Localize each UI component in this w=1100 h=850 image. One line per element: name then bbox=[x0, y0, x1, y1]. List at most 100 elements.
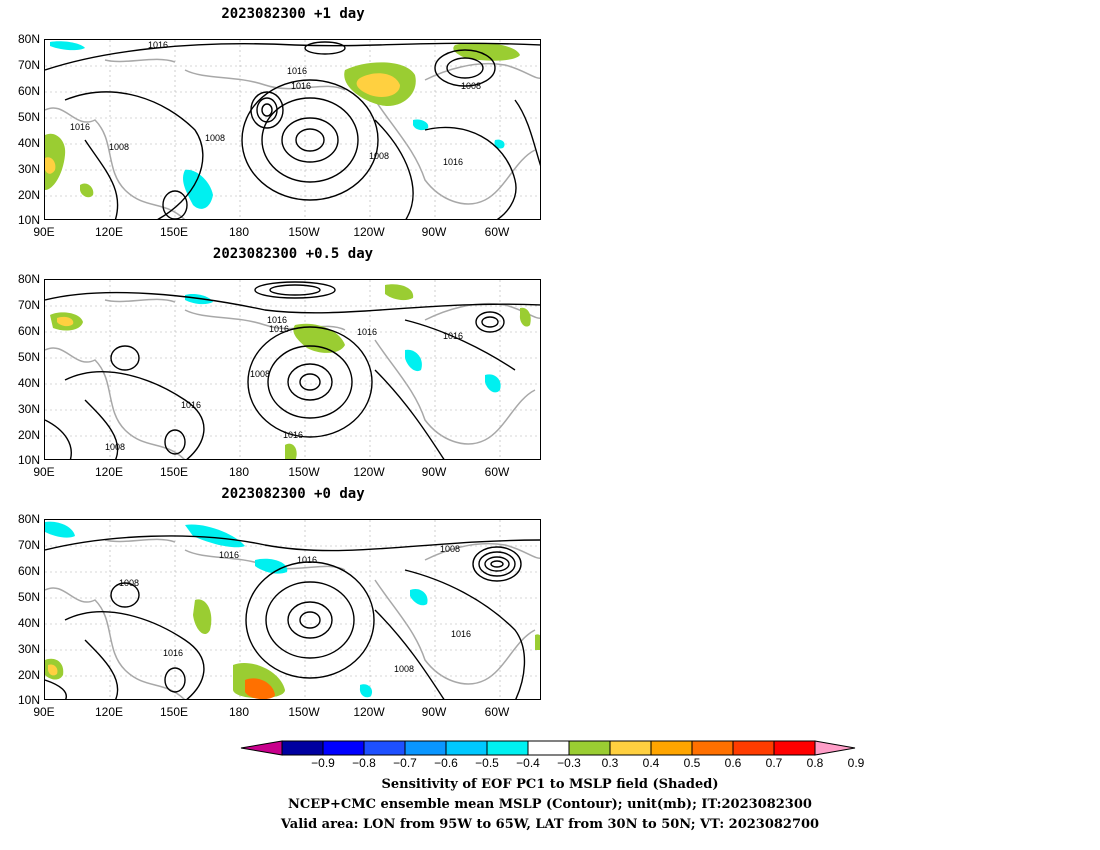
contour-label: 1016 bbox=[357, 327, 377, 337]
contour-label: 1016 bbox=[181, 400, 201, 410]
colorbar-tick-label: −0.5 bbox=[475, 756, 499, 770]
colorbar-box bbox=[527, 740, 570, 756]
caption-line-3: Valid area: LON from 95W to 65W, LAT fro… bbox=[280, 817, 820, 832]
colorbar-box bbox=[281, 740, 324, 756]
colorbar-box bbox=[322, 740, 365, 756]
colorbar-tick-label: −0.4 bbox=[516, 756, 540, 770]
y-tick-label: 50N bbox=[17, 110, 40, 124]
mslp-contours bbox=[45, 281, 540, 459]
panel-1-title: 2023082300 +1 day bbox=[221, 6, 365, 22]
map-panel-3: 1016 1016 1008 1008 1016 1016 1008 bbox=[44, 519, 541, 700]
contour-label: 1016 bbox=[283, 430, 303, 440]
colorbar-box bbox=[691, 740, 734, 756]
contour-labels: 1016 1016 1016 1016 1008 1016 1016 1008 bbox=[105, 315, 463, 452]
y-tick-label: 10N bbox=[17, 693, 40, 707]
colorbar-tick-label: 0.6 bbox=[724, 756, 742, 770]
contour-label: 1016 bbox=[148, 40, 168, 50]
x-tick-label: 90W bbox=[421, 705, 447, 719]
colorbar bbox=[240, 740, 856, 756]
y-tick-label: 50N bbox=[17, 350, 40, 364]
contour-label: 1016 bbox=[70, 122, 90, 132]
contour-label: 1008 bbox=[205, 133, 225, 143]
colorbar-box bbox=[363, 740, 406, 756]
sensitivity-shading bbox=[45, 41, 520, 209]
x-tick-label: 90E bbox=[33, 225, 55, 239]
mslp-contours bbox=[45, 535, 540, 699]
y-tick-label: 60N bbox=[17, 564, 40, 578]
colorbar-box bbox=[568, 740, 611, 756]
map-panel-2-svg: 1016 1016 1016 1016 1008 1016 1016 1008 bbox=[45, 280, 540, 459]
x-tick-label: 120E bbox=[94, 225, 124, 239]
x-tick-label: 120W bbox=[353, 465, 385, 479]
x-tick-label: 60W bbox=[484, 705, 510, 719]
contour-label: 1008 bbox=[394, 664, 414, 674]
contour-label: 1016 bbox=[287, 66, 307, 76]
map-panel-2: 1016 1016 1016 1016 1008 1016 1016 1008 bbox=[44, 279, 541, 460]
y-tick-label: 60N bbox=[17, 324, 40, 338]
grid-lines bbox=[45, 520, 540, 699]
colorbar-box bbox=[609, 740, 652, 756]
y-tick-label: 20N bbox=[17, 668, 40, 682]
x-tick-label: 90W bbox=[421, 225, 447, 239]
grid-lines bbox=[45, 280, 540, 459]
colorbar-extend-high bbox=[814, 740, 856, 756]
x-tick-label: 150E bbox=[159, 465, 189, 479]
colorbar-box bbox=[445, 740, 488, 756]
contour-label: 1016 bbox=[443, 157, 463, 167]
contour-labels: 1016 1016 1016 1008 1016 1008 1008 1008 … bbox=[70, 40, 481, 167]
contour-label: 1008 bbox=[105, 442, 125, 452]
contour-label: 1008 bbox=[369, 151, 389, 161]
x-tick-label: 150E bbox=[159, 225, 189, 239]
contour-label: 1016 bbox=[297, 555, 317, 565]
x-tick-label: 120E bbox=[94, 705, 124, 719]
colorbar-extend-low bbox=[240, 740, 283, 756]
panel-2-title: 2023082300 +0.5 day bbox=[212, 246, 374, 262]
colorbar-box bbox=[650, 740, 693, 756]
y-tick-label: 50N bbox=[17, 590, 40, 604]
colorbar-tick-label: 0.3 bbox=[601, 756, 619, 770]
contour-label: 1016 bbox=[291, 81, 311, 91]
contour-label: 1016 bbox=[163, 648, 183, 658]
colorbar-box bbox=[486, 740, 529, 756]
colorbar-box bbox=[773, 740, 816, 756]
x-tick-label: 90E bbox=[33, 705, 55, 719]
x-tick-label: 120E bbox=[94, 465, 124, 479]
y-tick-label: 30N bbox=[17, 402, 40, 416]
y-tick-label: 30N bbox=[17, 162, 40, 176]
mslp-contours bbox=[45, 41, 540, 219]
y-tick-label: 10N bbox=[17, 213, 40, 227]
contour-label: 1016 bbox=[269, 324, 289, 334]
colorbar-tick-label: 0.7 bbox=[765, 756, 783, 770]
y-tick-label: 80N bbox=[17, 32, 40, 46]
contour-label: 1016 bbox=[267, 315, 287, 325]
caption-line-1: Sensitivity of EOF PC1 to MSLP field (Sh… bbox=[381, 777, 719, 792]
x-tick-label: 120W bbox=[353, 225, 385, 239]
contour-label: 1008 bbox=[461, 81, 481, 91]
colorbar-tick-label: −0.7 bbox=[393, 756, 417, 770]
colorbar-tick-label: 0.8 bbox=[806, 756, 824, 770]
x-tick-label: 180 bbox=[228, 705, 250, 719]
x-tick-label: 150W bbox=[288, 465, 320, 479]
colorbar-tick-label: 0.5 bbox=[683, 756, 701, 770]
y-tick-label: 80N bbox=[17, 272, 40, 286]
y-tick-label: 40N bbox=[17, 136, 40, 150]
contour-labels: 1016 1016 1008 1008 1016 1016 1008 bbox=[119, 544, 471, 674]
y-tick-label: 30N bbox=[17, 642, 40, 656]
colorbar-box bbox=[404, 740, 447, 756]
caption-line-2: NCEP+CMC ensemble mean MSLP (Contour); u… bbox=[288, 797, 812, 812]
y-tick-label: 20N bbox=[17, 428, 40, 442]
y-tick-label: 40N bbox=[17, 376, 40, 390]
y-tick-label: 60N bbox=[17, 84, 40, 98]
y-tick-label: 20N bbox=[17, 188, 40, 202]
y-tick-label: 80N bbox=[17, 512, 40, 526]
contour-label: 1008 bbox=[109, 142, 129, 152]
x-tick-label: 150W bbox=[288, 705, 320, 719]
x-tick-label: 60W bbox=[484, 465, 510, 479]
map-panel-3-svg: 1016 1016 1008 1008 1016 1016 1008 bbox=[45, 520, 540, 699]
x-tick-label: 90W bbox=[421, 465, 447, 479]
sensitivity-shading bbox=[45, 521, 540, 699]
contour-label: 1008 bbox=[250, 369, 270, 379]
map-panel-1: 1016 1016 1016 1008 1016 1008 1008 1008 … bbox=[44, 39, 541, 220]
colorbar-tick-label: −0.9 bbox=[311, 756, 335, 770]
x-tick-label: 90E bbox=[33, 465, 55, 479]
